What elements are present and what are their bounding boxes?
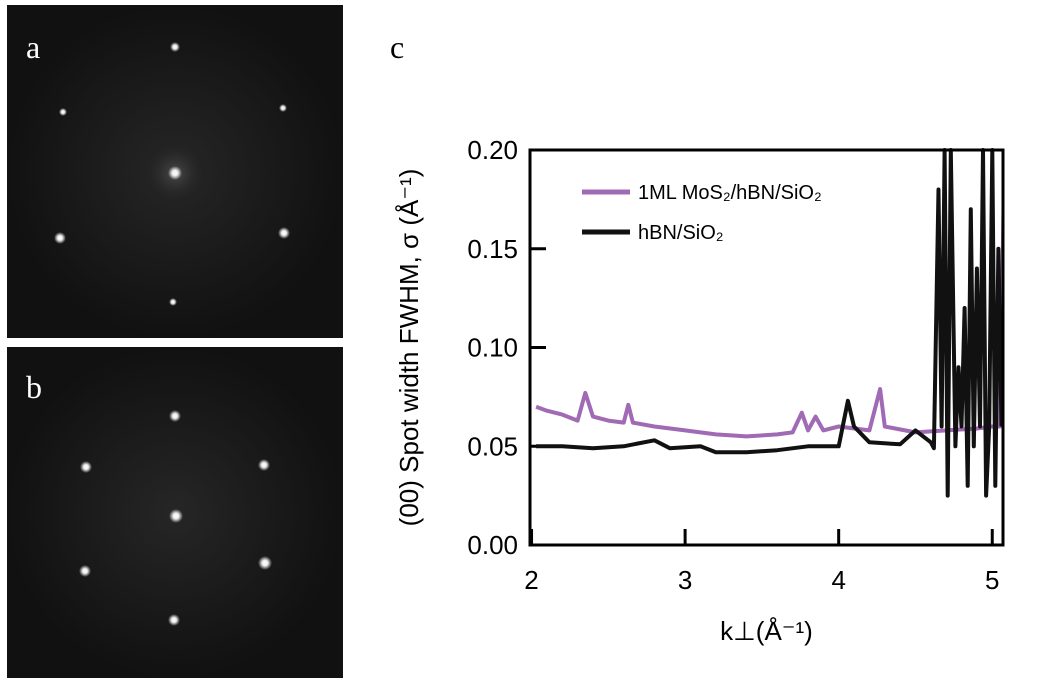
panel-a: a — [7, 5, 343, 338]
y-tick-label: 0.00 — [467, 530, 518, 560]
y-tick-label: 0.05 — [467, 431, 518, 461]
x-tick-label: 5 — [985, 565, 999, 595]
panel-label: b — [26, 369, 42, 405]
y-axis-label: (00) Spot width FWHM, σ (Å⁻¹) — [394, 169, 424, 527]
panel-label: a — [26, 29, 40, 65]
y-tick-label: 0.10 — [467, 333, 518, 363]
page: a b c 2 3 4 5 0.00 0.05 0.10 0.15 0.20 k⊥(Å⁻¹) (00… — [0, 0, 1048, 681]
plot-frame — [530, 150, 1003, 545]
y-tick-label: 0.20 — [467, 135, 518, 165]
x-axis-label: k⊥(Å⁻¹) — [720, 616, 813, 646]
x-tick-label: 2 — [524, 565, 538, 595]
legend-label: hBN/SiO₂ — [638, 222, 724, 244]
x-tick-label: 3 — [678, 565, 692, 595]
x-tick-label: 4 — [831, 565, 845, 595]
figure: a b c 2 3 4 5 0.00 0.05 0.10 0.15 0.20 k⊥(Å⁻¹) (00… — [0, 0, 1048, 681]
legend-label: 1ML MoS₂/hBN/SiO₂ — [638, 182, 822, 204]
y-tick-label: 0.15 — [467, 234, 518, 264]
panel-b: b — [7, 347, 343, 678]
chart: 2 3 4 5 0.00 0.05 0.10 0.15 0.20 k⊥(Å⁻¹) (00) Spot… — [394, 135, 1005, 646]
panel-label: c — [390, 29, 404, 65]
